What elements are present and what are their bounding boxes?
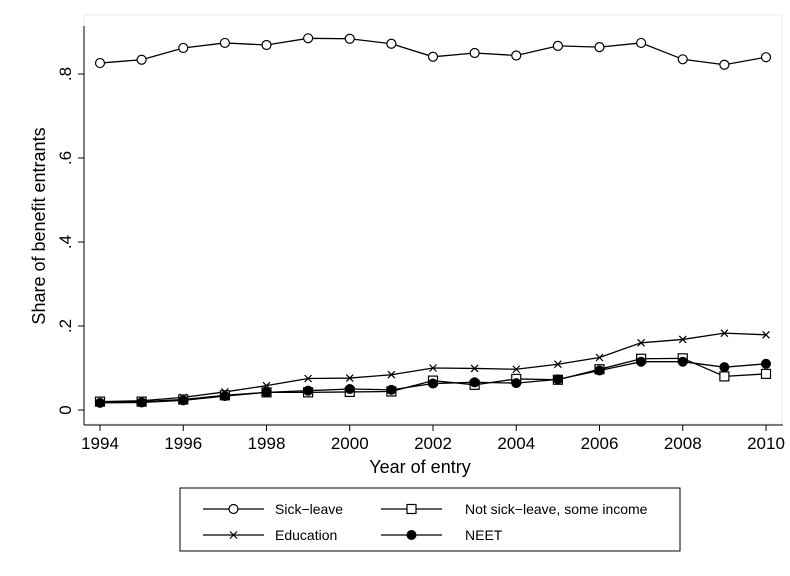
data-point-0-14 — [677, 54, 688, 65]
data-point-0-4 — [261, 39, 272, 51]
data-point-0-12 — [594, 42, 605, 53]
data-point-0-16 — [760, 52, 772, 63]
data-point-2-7 — [387, 370, 396, 379]
x-axis-title: Year of entry — [369, 457, 470, 477]
x-tick-label: 2008 — [664, 434, 702, 453]
data-point-2-13 — [637, 338, 646, 347]
data-point-1-15 — [719, 371, 730, 382]
data-point-3-11 — [552, 374, 563, 385]
legend-label-1: Not sick−leave, some income — [465, 501, 648, 517]
data-point-3-4 — [261, 387, 272, 398]
legend-box — [179, 487, 681, 552]
data-point-2-11 — [553, 360, 562, 369]
data-point-0-9 — [469, 47, 480, 59]
data-point-2-15 — [720, 329, 729, 338]
data-point-3-12 — [594, 365, 605, 376]
data-point-0-13 — [636, 37, 647, 49]
data-point-3-1 — [136, 397, 147, 408]
data-point-0-10 — [511, 50, 522, 61]
legend-marker-1 — [406, 503, 417, 515]
y-tick-label: .8 — [56, 67, 75, 81]
data-point-3-13 — [636, 356, 647, 367]
data-point-2-6 — [345, 374, 354, 383]
data-point-3-7 — [386, 384, 397, 395]
data-point-3-10 — [511, 378, 522, 389]
data-point-0-11 — [552, 40, 563, 51]
x-tick-label: 1998 — [248, 434, 286, 453]
data-point-2-8 — [429, 364, 437, 372]
data-point-2-10 — [512, 365, 521, 374]
data-point-3-5 — [303, 385, 314, 396]
legend-label-3: NEET — [465, 527, 503, 543]
data-point-0-15 — [719, 59, 730, 70]
x-tick-label: 1996 — [164, 434, 202, 453]
data-point-3-0 — [95, 397, 105, 408]
y-axis-title: Share of benefit entrants — [29, 127, 49, 324]
data-point-3-16 — [761, 358, 771, 369]
data-point-2-16 — [762, 330, 770, 339]
data-point-0-2 — [178, 42, 189, 54]
legend-label-0: Sick−leave — [275, 501, 343, 517]
data-point-2-5 — [304, 374, 313, 383]
data-point-0-3 — [219, 37, 230, 49]
x-tick-label: 2004 — [497, 434, 535, 453]
data-point-3-2 — [178, 395, 189, 406]
data-point-0-5 — [303, 33, 314, 44]
y-tick-label: .2 — [56, 319, 75, 333]
data-point-3-8 — [428, 378, 438, 389]
data-point-2-14 — [678, 335, 687, 344]
x-tick-label: 2010 — [747, 434, 785, 453]
data-point-2-9 — [470, 364, 479, 373]
data-point-0-0 — [94, 57, 106, 69]
x-tick-label: 2000 — [331, 434, 369, 453]
data-point-3-9 — [469, 377, 480, 388]
data-point-3-6 — [344, 384, 355, 394]
legend-marker-3 — [406, 530, 417, 540]
x-tick-label: 2006 — [581, 434, 619, 453]
legend-marker-2 — [229, 531, 238, 539]
data-point-3-3 — [219, 391, 230, 402]
data-point-0-8 — [427, 51, 439, 62]
legend-marker-0 — [228, 503, 239, 515]
data-point-3-14 — [677, 356, 688, 367]
data-point-0-6 — [344, 33, 355, 44]
data-point-3-15 — [719, 362, 730, 373]
y-tick-label: 0 — [56, 405, 75, 414]
y-tick-label: .6 — [56, 151, 75, 165]
data-point-1-16 — [760, 368, 772, 379]
plot-area — [83, 14, 783, 425]
data-point-2-12 — [595, 353, 604, 362]
x-tick-label: 1994 — [81, 434, 119, 453]
y-tick-label: .4 — [56, 235, 75, 249]
x-tick-label: 2002 — [414, 434, 452, 453]
data-point-0-7 — [386, 38, 397, 49]
data-point-0-1 — [136, 54, 147, 65]
legend-label-2: Education — [275, 527, 337, 543]
